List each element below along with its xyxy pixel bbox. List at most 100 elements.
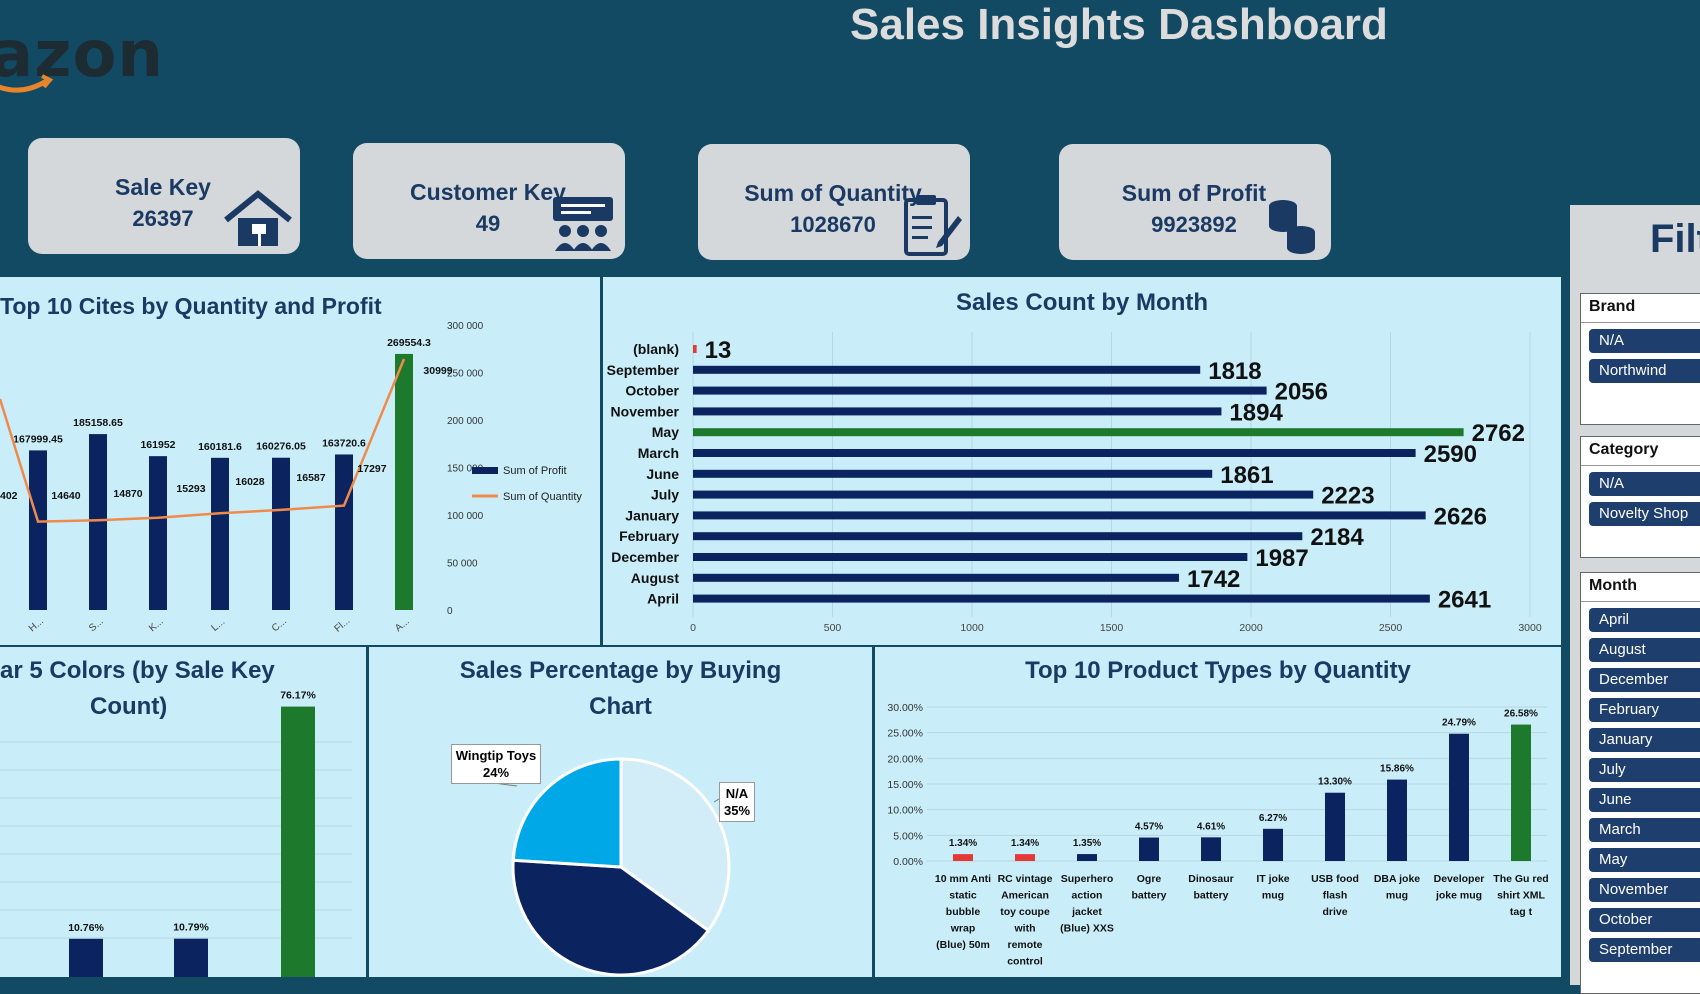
color-bar	[69, 938, 103, 977]
month-chart: 0 500 1000 1500 2000 2500 3000 (blank) 13 Septemb…	[607, 332, 1542, 634]
profit-bar	[89, 434, 107, 610]
profit-label: 269554.3	[387, 337, 431, 349]
pie-label-na-name: N/A	[725, 786, 749, 801]
x-tick-label: A...	[393, 616, 412, 634]
kpi-label: Sum of Profit	[1121, 180, 1267, 206]
category-item[interactable]: Novelty Shop	[1589, 502, 1700, 526]
brand-item[interactable]: N/A	[1589, 329, 1700, 353]
y-tick-label: 25.00%	[887, 728, 923, 740]
value-label: 2056	[1275, 379, 1328, 406]
product-bar	[1077, 854, 1097, 861]
category-label: 10 mm Anti static bubble wrap (Blue) 50m	[935, 873, 991, 951]
profit-bar	[29, 450, 47, 610]
value-label: 4.61%	[1197, 821, 1225, 832]
filter-title: Filt	[1650, 217, 1700, 261]
kpi-sum-profit: Sum of Profit 9923892	[1059, 144, 1331, 260]
month-bar	[693, 449, 1416, 457]
category-item[interactable]: N/A	[1589, 472, 1700, 496]
buying-chart-title: Sales Percentage by Buying Chart	[369, 657, 872, 721]
kpi-sum-quantity: Sum of Quantity 1028670	[698, 144, 970, 260]
legend-profit-swatch	[472, 467, 498, 474]
kpi-customer-key: Customer Key 49	[353, 143, 625, 259]
category-label: September	[607, 362, 680, 378]
month-item[interactable]: September	[1589, 938, 1700, 962]
quantity-label: 17297	[357, 463, 386, 475]
kpi-label: Customer Key	[410, 179, 566, 205]
month-bar	[693, 594, 1430, 603]
value-label: 76.17%	[280, 690, 316, 702]
category-label: Ogre battery	[1131, 873, 1166, 902]
category-label: DBA joke mug	[1374, 873, 1420, 902]
value-label: 1.34%	[949, 838, 977, 849]
clipboard-icon	[904, 195, 962, 256]
y-tick-label: 150 000	[447, 464, 484, 475]
month-item[interactable]: February	[1589, 698, 1700, 722]
month-item[interactable]: July	[1589, 758, 1700, 782]
category-label: USB food flash drive	[1311, 873, 1359, 918]
month-item[interactable]: May	[1589, 848, 1700, 872]
month-bar	[693, 365, 1201, 374]
month-item[interactable]: June	[1589, 788, 1700, 812]
category-label: Dinosaur battery	[1188, 873, 1234, 902]
buying-chart-panel: Sales Percentage by Buying Chart Wingtip…	[369, 647, 872, 977]
x-tick-label: S...	[87, 616, 106, 634]
month-item[interactable]: April	[1589, 608, 1700, 632]
products-chart-panel: Top 10 Product Types by Quantity 30.00% 2…	[875, 647, 1561, 977]
y-tick-label: 100 000	[447, 511, 484, 522]
category-label: January	[625, 507, 679, 523]
y-tick-label: 250 000	[447, 369, 484, 380]
brand-item[interactable]: Northwind	[1589, 359, 1700, 383]
month-bar	[693, 511, 1426, 520]
pie-label-na-pct: 35%	[723, 803, 751, 818]
value-label: 4.57%	[1135, 822, 1163, 833]
kpi-value: 1028670	[790, 212, 876, 237]
category-label: RC vintage American toy coupe with remote con…	[998, 873, 1053, 968]
y-tick-label: 0.00%	[893, 856, 923, 868]
people-icon	[553, 197, 613, 251]
quantity-label: 16028	[235, 476, 264, 488]
category-label: December	[611, 549, 679, 565]
profit-bar	[272, 457, 290, 610]
pie-label-wingtip-name: Wingtip Toys	[455, 748, 537, 763]
value-label: 2641	[1438, 587, 1491, 614]
month-item[interactable]: October	[1589, 908, 1700, 932]
x-tick-label: 2000	[1239, 622, 1263, 634]
month-bar	[693, 469, 1213, 478]
value-label: 24.79%	[1442, 718, 1476, 729]
y-tick-label: 5.00%	[893, 830, 923, 842]
kpi-label: Sum of Quantity	[744, 180, 922, 206]
month-item[interactable]: August	[1589, 638, 1700, 662]
product-bar	[1325, 792, 1345, 861]
buying-chart	[493, 757, 731, 977]
y-tick-label: 200 000	[447, 416, 484, 427]
value-label: 2626	[1434, 503, 1487, 530]
profit-label: 185158.65	[73, 417, 123, 429]
buying-title-line2: Chart	[589, 693, 652, 720]
month-item[interactable]: January	[1589, 728, 1700, 752]
value-label: 1861	[1220, 462, 1273, 489]
pie-slice	[619, 757, 731, 933]
coins-icon	[1269, 200, 1315, 254]
y-tick-label: 30.00%	[887, 702, 923, 714]
pie-label-na: N/A 35%	[719, 782, 755, 822]
month-item[interactable]: March	[1589, 818, 1700, 842]
colors-title-line2: Count)	[90, 693, 168, 720]
month-chart-panel: Sales Count by Month 0 500 1000 1500 2000 250…	[603, 277, 1561, 645]
value-label: 10.76%	[68, 922, 104, 934]
profit-bar	[335, 454, 353, 610]
profit-bar	[149, 456, 167, 610]
category-label: Superhero action jacket (Blue) XXS	[1060, 873, 1114, 935]
month-bar	[693, 407, 1222, 416]
quantity-label: 15293	[176, 483, 205, 495]
product-bar	[1201, 837, 1221, 861]
month-bar	[693, 532, 1303, 541]
category-label: The Gu red shirt XML tag t	[1493, 873, 1548, 918]
category-label: November	[611, 403, 680, 419]
month-item[interactable]: December	[1589, 668, 1700, 692]
x-tick-label: 0	[690, 622, 696, 634]
legend-profit-label: Sum of Profit	[503, 465, 567, 477]
page-title: Sales Insights Dashboard	[850, 0, 1388, 49]
category-label: March	[638, 445, 679, 461]
month-item[interactable]: November	[1589, 878, 1700, 902]
leader-line	[713, 798, 720, 803]
